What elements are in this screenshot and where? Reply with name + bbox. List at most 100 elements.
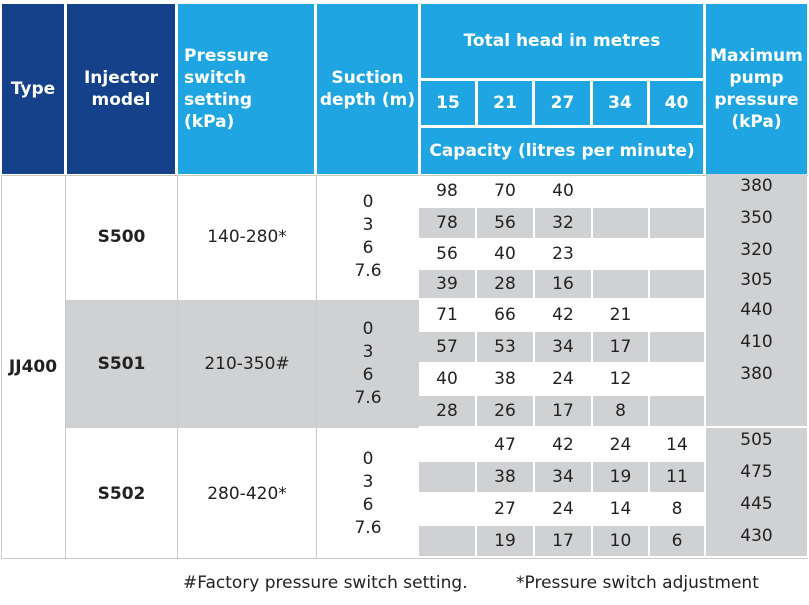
setting-label: 280-420* <box>207 484 287 504</box>
capacity-cell <box>419 494 475 524</box>
capacity-cell <box>650 240 704 268</box>
depth-value: 6 <box>362 365 374 385</box>
column-divider <box>177 176 178 558</box>
capacity-cell: 34 <box>535 332 591 362</box>
capacity-cell <box>593 176 648 206</box>
capacity-cell: 24 <box>593 430 648 460</box>
capacity-cell <box>419 526 475 556</box>
header-max-line-1: Maximum <box>710 46 803 66</box>
header-head-15: 15 <box>421 81 475 125</box>
capacity-cell: 10 <box>593 526 648 556</box>
max-pressure-cell: 410 <box>706 330 807 362</box>
depth-value: 7.6 <box>354 518 382 538</box>
head-label: 34 <box>608 93 632 113</box>
header-total-head-label: Total head in metres <box>463 31 661 51</box>
header-pressure-line-3: (kPa) <box>184 112 235 132</box>
capacity-cell: 71 <box>419 300 475 330</box>
depth-value: 7.6 <box>354 388 382 408</box>
capacity-cell: 28 <box>419 396 475 426</box>
header-total-head: Total head in metres <box>421 4 703 78</box>
header-suction-line-2: depth (m) <box>319 90 416 110</box>
max-pressure-cell <box>706 394 807 426</box>
max-pressure-cell: 350 <box>706 206 807 238</box>
capacity-cell: 8 <box>593 396 648 426</box>
model-label: S501 <box>97 354 146 374</box>
capacity-cell <box>650 364 704 394</box>
header-type: Type <box>2 4 64 174</box>
header-injector-model: Injector model <box>67 4 175 174</box>
header-capacity-label: Capacity (litres per minute) <box>429 141 695 161</box>
capacity-cell <box>650 300 704 330</box>
max-pressure-cell: 475 <box>706 460 807 492</box>
header-head-21: 21 <box>478 81 532 125</box>
capacity-cell: 56 <box>419 240 475 268</box>
capacity-cell: 19 <box>477 526 533 556</box>
header-max-line-3: pressure <box>714 90 799 110</box>
max-pressure-cell: 445 <box>706 492 807 524</box>
depth-value: 6 <box>362 238 374 258</box>
footnote-adjustment: *Pressure switch adjustment <box>516 573 759 593</box>
capacity-cell <box>650 396 704 426</box>
header-injector-line-1: Injector <box>83 68 159 88</box>
header-type-label: Type <box>10 79 56 99</box>
max-pressure-cell: 380 <box>706 174 807 206</box>
header-injector-line-2: model <box>91 90 151 110</box>
depth-value: 0 <box>362 449 374 469</box>
capacity-cell: 57 <box>419 332 475 362</box>
capacity-cell <box>593 208 648 238</box>
type-cell: JJ400 <box>2 176 64 558</box>
capacity-cell: 24 <box>535 494 591 524</box>
depth-cell-s501: 0 3 6 7.6 <box>317 300 419 428</box>
setting-cell-s502: 280-420* <box>178 430 316 558</box>
head-label: 21 <box>493 93 517 113</box>
capacity-cell: 38 <box>477 462 533 492</box>
depth-value: 0 <box>362 319 374 339</box>
capacity-cell <box>593 240 648 268</box>
column-divider <box>316 176 317 558</box>
capacity-cell <box>650 208 704 238</box>
model-cell-s502: S502 <box>66 430 177 558</box>
header-head-34: 34 <box>593 81 647 125</box>
header-pressure-line-2: switch setting <box>184 68 252 110</box>
group-divider <box>66 298 419 300</box>
header-pressure-line-1: Pressure <box>184 46 269 66</box>
capacity-cell: 24 <box>535 364 591 394</box>
capacity-cell: 32 <box>535 208 591 238</box>
capacity-cell: 26 <box>477 396 533 426</box>
capacity-cell: 38 <box>477 364 533 394</box>
capacity-cell: 19 <box>593 462 648 492</box>
capacity-cell: 12 <box>593 364 648 394</box>
capacity-cell: 66 <box>477 300 533 330</box>
capacity-cell <box>593 270 648 298</box>
depth-value: 6 <box>362 495 374 515</box>
capacity-cell <box>650 332 704 362</box>
header-suction-depth: Suction depth (m) <box>317 4 418 174</box>
capacity-cell: 40 <box>419 364 475 394</box>
max-pressure-cell: 305 <box>706 268 807 298</box>
setting-label: 140-280* <box>207 227 287 247</box>
header-head-27: 27 <box>535 81 590 125</box>
model-cell-s501: S501 <box>66 300 177 428</box>
model-label: S500 <box>97 227 146 247</box>
head-label: 27 <box>550 93 575 113</box>
header-head-40: 40 <box>650 81 703 125</box>
setting-cell-s500: 140-280* <box>178 176 316 298</box>
capacity-cell <box>650 176 704 206</box>
model-cell-s500: S500 <box>66 176 177 298</box>
depth-value: 0 <box>362 192 374 212</box>
capacity-cell: 70 <box>477 176 533 206</box>
capacity-cell: 14 <box>650 430 704 460</box>
head-label: 40 <box>664 93 689 113</box>
capacity-cell: 21 <box>593 300 648 330</box>
header-max-line-2: pump <box>729 68 784 88</box>
depth-value: 7.6 <box>354 261 382 281</box>
capacity-cell: 40 <box>535 176 591 206</box>
capacity-cell <box>419 462 475 492</box>
max-pressure-cell: 440 <box>706 298 807 330</box>
model-label: S502 <box>97 484 146 504</box>
capacity-cell: 17 <box>535 396 591 426</box>
capacity-cell: 78 <box>419 208 475 238</box>
setting-cell-s501: 210-350# <box>178 300 316 428</box>
capacity-cell: 23 <box>535 240 591 268</box>
max-pressure-cell: 430 <box>706 524 807 556</box>
